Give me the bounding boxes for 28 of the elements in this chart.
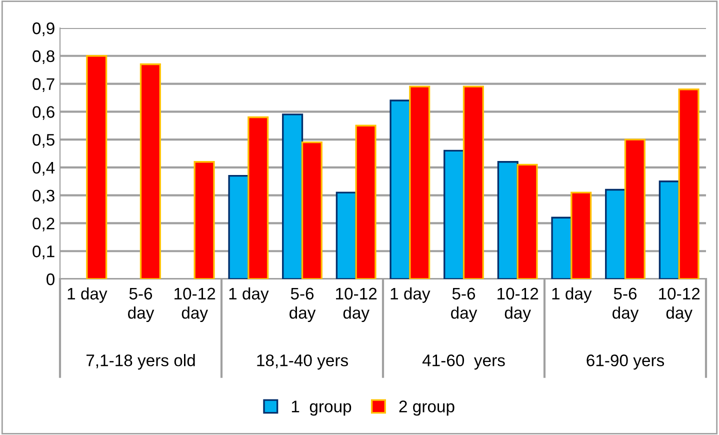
y-tick-label: 0,2 [32,218,54,232]
text: 41-60 yers [422,354,505,370]
y-tick-label: 0,1 [32,246,54,260]
text: 18,1-40 yers [257,354,348,370]
x-tick-label: 10-12 day [498,288,538,322]
x-tick-label: 5-6 day [451,288,478,322]
x-tick-label: 1 day [68,287,108,303]
x-tick-label: 10-12 day [336,288,377,322]
x-tick-label: 5-6 day [612,288,639,322]
y-tick-label: 0,5 [32,134,54,148]
x-tick-label: 1 day [229,287,269,303]
y-tick-label: 0,9 [32,22,54,36]
y-tick-label: 0,4 [32,162,55,176]
legend-label: 2 group [399,400,454,416]
x-tick-label: 5-6 day [128,288,154,322]
x-tick-label: 1 day [552,287,592,303]
legend-label: 1 group [292,400,352,416]
text: 7,1-18 yers old [86,354,195,370]
y-tick-label: 0,7 [32,78,54,92]
y-tick-label: 0 [46,273,54,286]
x-tick-label: 1 day [390,287,430,303]
y-tick-label: 0,3 [32,190,54,204]
text: 61-90 yers [586,354,664,370]
x-tick-label: 10-12 day [174,288,216,322]
y-tick-label: 0,8 [32,50,54,64]
x-tick-label: 5-6 day [290,288,316,322]
x-tick-label: 10-12 day [659,288,700,322]
y-tick-label: 0,6 [32,106,54,120]
